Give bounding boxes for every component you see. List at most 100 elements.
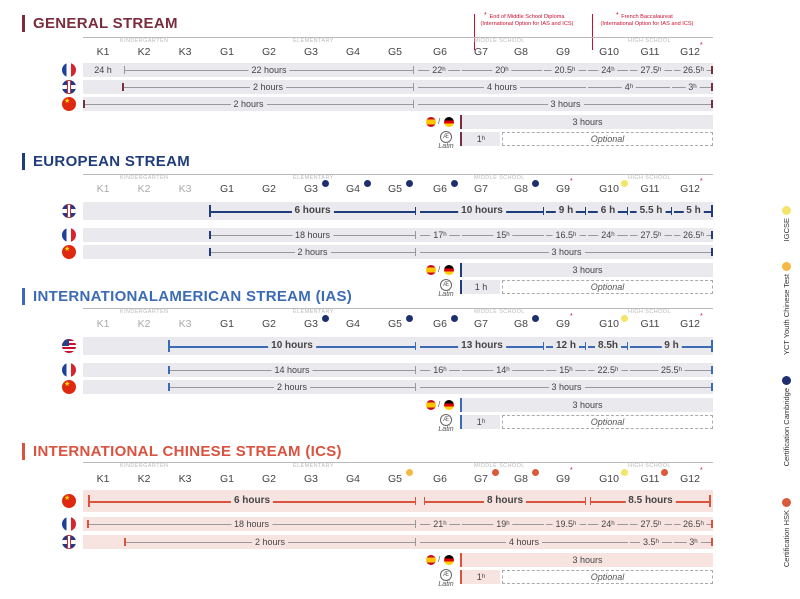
ias-optional-box: Optional: [502, 415, 713, 429]
european-fr-g12: 26.5ʰ: [680, 228, 707, 242]
ics-cn-g6-g9: 8 hours: [483, 494, 527, 508]
ias-lang-g7-g12: 3 hours: [460, 398, 713, 412]
section-title-general: GENERAL STREAM: [22, 15, 178, 32]
ics-cn-g10-g12: 8.5 hours: [625, 494, 676, 508]
section-title-ics: INTERNATIONAL CHINESE STREAM (ICS): [22, 443, 342, 460]
spain-flag-icon: [426, 117, 436, 127]
france-flag-icon: [62, 363, 76, 377]
ics-fr-g6: 21ʰ: [430, 517, 450, 531]
european-optional-box: Optional: [502, 280, 713, 294]
general-optional-box: Optional: [502, 132, 713, 146]
general-fr-k1: 24 h: [91, 63, 115, 77]
european-uk-g10: 6 h: [597, 204, 619, 218]
ics-fr-g11: 27.5ʰ: [637, 517, 665, 531]
general-fr-g6: 22ʰ: [429, 63, 449, 77]
germany-flag-icon: [444, 117, 454, 127]
general-uk-g12: 3ʰ: [685, 80, 700, 94]
cambridge-badge-icon: [406, 315, 413, 322]
yct-badge-icon: [782, 262, 791, 271]
latin-label-european: Æ Latin: [435, 279, 457, 298]
igcse-badge-icon: [621, 180, 628, 187]
ics-uk-g12: 3ʰ: [686, 535, 701, 549]
france-flag-icon: [62, 517, 76, 531]
germany-flag-icon: [444, 555, 454, 565]
european-fr-g11: 27.5ʰ: [637, 228, 665, 242]
european-uk-g11: 5.5 h: [636, 204, 666, 218]
general-fr-g12: 26.5ʰ: [680, 63, 707, 77]
general-uk-g10-g11: 4ʰ: [621, 80, 637, 94]
section-title-european: EUROPEAN STREAM: [22, 153, 190, 170]
ics-latin-hours: 1ʰ: [460, 570, 500, 584]
european-uk-g12: 5 h: [683, 204, 704, 218]
hsk-badge-icon: [532, 469, 539, 476]
germany-flag-icon: [444, 265, 454, 275]
note-french-baccalaureat: * French Baccalaureat (International Opti…: [600, 12, 694, 27]
legend-igcse: IGCSE: [782, 206, 791, 241]
european-uk-g6-g8: 10 hours: [458, 204, 506, 218]
legend-yct: YCT Youth Chinese Test: [782, 262, 791, 355]
european-fr-g6: 17ʰ: [430, 228, 450, 242]
ics-cn-k1-g5: 6 hours: [230, 494, 274, 508]
ics-uk-k2-g5: 2 hours: [251, 535, 289, 549]
ics-fr-k1-g5: 18 hours: [230, 517, 273, 531]
latin-label-ics: Æ Latin: [435, 569, 457, 588]
china-flag-icon: [62, 494, 76, 508]
general-lang-g7-g12: 3 hours: [460, 115, 713, 129]
general-fr-g10: 24ʰ: [598, 63, 618, 77]
general-fr-k2-g5: 22 hours: [248, 63, 290, 77]
germany-flag-icon: [444, 400, 454, 410]
cambridge-badge-icon: [451, 180, 458, 187]
legend-cambridge: Certification Cambridge: [782, 376, 791, 466]
european-fr-g1-g5: 18 hours: [291, 228, 334, 242]
ics-optional-box: Optional: [502, 570, 713, 584]
european-cn-g6-g12: 3 hours: [548, 245, 585, 259]
cambridge-badge-icon: [782, 376, 791, 385]
cambridge-badge-icon: [406, 180, 413, 187]
hsk-badge-icon: [782, 498, 791, 507]
cambridge-badge-icon: [364, 180, 371, 187]
uk-flag-icon: [62, 80, 76, 94]
ics-uk-g6-g10: 4 hours: [505, 535, 543, 549]
ias-us-g9: 12 h: [552, 339, 580, 353]
hsk-badge-icon: [492, 469, 499, 476]
hsk-badge-icon: [661, 469, 668, 476]
france-flag-icon: [62, 228, 76, 242]
ias-fr-g6: 16ʰ: [430, 363, 450, 377]
ias-fr-g10: 22.5ʰ: [594, 363, 622, 377]
ias-cn-k3-g5: 2 hours: [273, 380, 311, 394]
legend-hsk: Certification HSK: [782, 498, 791, 567]
yct-badge-icon: [406, 469, 413, 476]
section-title-ias: INTERNATIONALAMERICAN STREAM (IAS): [22, 288, 352, 305]
cambridge-badge-icon: [532, 315, 539, 322]
uk-flag-icon: [62, 535, 76, 549]
ias-fr-g9: 15ʰ: [556, 363, 576, 377]
ics-lang-g7-g12: 3 hours: [460, 553, 713, 567]
general-fr-g9: 20.5ʰ: [551, 63, 579, 77]
general-uk-k2-g5: 2 hours: [249, 80, 287, 94]
china-flag-icon: [62, 380, 76, 394]
spain-flag-icon: [426, 555, 436, 565]
ias-fr-k3-g5: 14 hours: [271, 363, 313, 377]
ics-fr-g9: 19.5ʰ: [552, 517, 580, 531]
igcse-badge-icon: [621, 315, 628, 322]
france-flag-icon: [62, 63, 76, 77]
european-uk-g9: 9 h: [555, 204, 577, 218]
ics-fr-g7-g8: 19ʰ: [493, 517, 513, 531]
ias-cn-g6-g12: 3 hours: [548, 380, 585, 394]
general-uk-g6-g9: 4 hours: [483, 80, 521, 94]
ics-fr-g10: 24ʰ: [598, 517, 618, 531]
ias-us-g10: 8.5h: [594, 339, 622, 353]
general-cn-g6-g12: 3 hours: [547, 97, 584, 111]
european-fr-g9: 16.5ʰ: [552, 228, 580, 242]
cambridge-badge-icon: [532, 180, 539, 187]
spain-flag-icon: [426, 265, 436, 275]
ics-uk-g11: 3.5ʰ: [640, 535, 662, 549]
european-lang-g7-g12: 3 hours: [460, 263, 713, 277]
china-flag-icon: [62, 245, 76, 259]
cambridge-badge-icon: [322, 315, 329, 322]
general-latin-hours: 1ʰ: [460, 132, 500, 146]
ias-latin-hours: 1ʰ: [460, 415, 500, 429]
china-flag-icon: [62, 97, 76, 111]
cambridge-badge-icon: [322, 180, 329, 187]
ias-us-k3-g5: 10 hours: [268, 339, 316, 353]
